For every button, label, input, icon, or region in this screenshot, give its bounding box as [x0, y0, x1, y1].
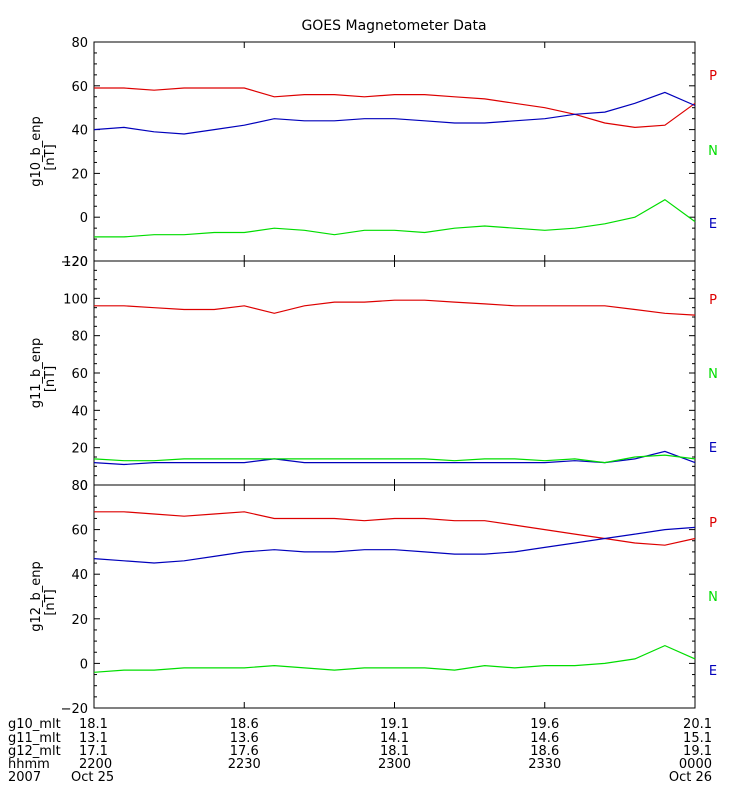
- x-tick-label: 2300: [378, 757, 411, 772]
- x-tick-label: 18.1: [380, 744, 409, 759]
- x-tick-label: 18.6: [530, 744, 559, 759]
- y-axis-unit: [nT]: [43, 589, 58, 615]
- legend-e: E: [709, 664, 717, 679]
- legend-n: N: [708, 144, 718, 159]
- panel-frame: [93, 260, 696, 486]
- panel-frame: [93, 41, 696, 262]
- series-line-p: [94, 511, 696, 546]
- y-tick-label: 80: [71, 36, 88, 51]
- x-tick-label: 15.1: [683, 731, 712, 746]
- x-tick-label: 20.1: [683, 717, 712, 732]
- x-tick-label: 17.6: [230, 744, 259, 759]
- chart-title: GOES Magnetometer Data: [301, 18, 486, 34]
- y-tick-label: 0: [80, 479, 88, 494]
- legend-p: P: [709, 516, 717, 531]
- y-tick-label: 60: [71, 367, 88, 382]
- x-tick-label: 13.6: [230, 731, 259, 746]
- x-tick-label: 18.1: [79, 717, 108, 732]
- y-tick-label: 40: [71, 124, 88, 139]
- y-axis-label: g11_b_enp: [29, 338, 44, 409]
- x-tick-label: 19.6: [530, 717, 559, 732]
- x-tick-label: 2330: [528, 757, 561, 772]
- panel-1: −20 0 20 40 60 80 g10_b_enp [nT] P N E: [29, 36, 718, 270]
- y-tick-label: 80: [71, 479, 88, 494]
- x-tick-label: 18.6: [230, 717, 259, 732]
- x-tick-label: 2230: [228, 757, 261, 772]
- series-line-e: [93, 91, 696, 135]
- y-tick-label: 40: [71, 404, 88, 419]
- legend-e: E: [709, 441, 717, 456]
- series-line-p: [94, 299, 696, 316]
- y-tick-label: 20: [71, 442, 88, 457]
- panel-3: −20 0 20 40 60 80 g12_b_enp [nT] P N E: [29, 479, 718, 717]
- y-tick-label: 120: [63, 255, 88, 270]
- x-tick-label: 2200: [79, 757, 112, 772]
- x-tick-label: 14.1: [380, 731, 409, 746]
- legend-e: E: [709, 217, 717, 232]
- y-axis-label: g12_b_enp: [29, 561, 44, 632]
- y-tick-label: 80: [71, 330, 88, 345]
- y-axis-unit: [nT]: [43, 144, 58, 170]
- x-tick-label: 19.1: [683, 744, 712, 759]
- y-tick-label: 60: [71, 524, 88, 539]
- y-tick-label: 20: [71, 613, 88, 628]
- x-row-label: hhmm: [8, 757, 50, 772]
- x-tick-label: 19.1: [380, 717, 409, 732]
- series-line-n: [93, 644, 696, 673]
- x-tick-label: 0000: [679, 757, 712, 772]
- legend-p: P: [709, 293, 717, 308]
- y-tick-label: 20: [71, 167, 88, 182]
- x-tick-label: 14.6: [530, 731, 559, 746]
- series-line-p: [94, 87, 696, 129]
- x-tick-label: 17.1: [79, 744, 108, 759]
- x-row-label: g11_mlt: [8, 731, 61, 746]
- series-line-n: [94, 198, 696, 238]
- y-tick-label: 0: [80, 211, 88, 226]
- y-tick-label: 0: [80, 657, 88, 672]
- legend-n: N: [708, 590, 718, 605]
- y-axis-label: g10_b_enp: [29, 116, 44, 187]
- series-line-n: [93, 454, 696, 464]
- x-row-label: 2007: [8, 770, 41, 785]
- y-tick-label: 60: [71, 80, 88, 95]
- y-tick-label: −20: [61, 255, 88, 270]
- y-tick-label: −20: [61, 702, 88, 717]
- x-tick-label: 13.1: [79, 731, 108, 746]
- y-tick-label: 40: [71, 568, 88, 583]
- x-row-label: g10_mlt: [8, 717, 61, 732]
- y-tick-label: 100: [63, 292, 88, 307]
- y-axis-unit: [nT]: [43, 366, 58, 392]
- panel-2: 0 20 40 60 80 100 120 g11_b_enp [nT] P N E: [29, 255, 718, 494]
- legend-p: P: [709, 69, 717, 84]
- date-end: Oct 26: [669, 770, 712, 785]
- x-row-label: g12_mlt: [8, 744, 61, 759]
- legend-n: N: [708, 367, 718, 382]
- date-start: Oct 25: [71, 770, 114, 785]
- series-line-e: [93, 526, 696, 564]
